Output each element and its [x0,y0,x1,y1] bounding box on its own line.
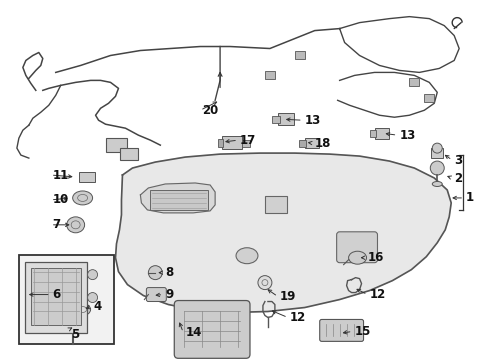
Ellipse shape [66,320,80,328]
Polygon shape [141,183,215,213]
Bar [105,138,127,152]
Text: 8: 8 [165,266,173,279]
Ellipse shape [348,251,367,264]
Text: 10: 10 [53,193,69,206]
Polygon shape [116,153,451,312]
Bar [431,148,443,158]
Circle shape [430,161,444,175]
Bar [409,78,419,86]
FancyBboxPatch shape [337,232,377,263]
Ellipse shape [74,303,91,315]
Text: 12: 12 [290,311,306,324]
Text: 5: 5 [71,328,79,341]
Circle shape [88,293,98,302]
Text: 20: 20 [202,104,219,117]
Bar [265,196,287,213]
Text: 14: 14 [185,326,201,339]
Bar [424,94,434,102]
Text: 3: 3 [454,154,462,167]
Text: 7: 7 [53,218,61,231]
Circle shape [258,276,272,289]
Circle shape [148,266,162,280]
Bar [150,190,208,210]
Ellipse shape [432,181,442,186]
Text: 12: 12 [369,288,386,301]
Ellipse shape [67,217,85,233]
Bar [19,255,114,345]
Text: 13: 13 [305,114,321,127]
Text: 2: 2 [454,171,462,185]
Bar [272,116,280,123]
Bar [369,130,376,137]
FancyBboxPatch shape [319,319,364,341]
Bar [218,139,223,147]
Text: 17: 17 [240,134,256,147]
Bar [121,148,138,160]
Ellipse shape [73,191,93,205]
Text: 15: 15 [355,325,371,338]
Bar [278,113,294,125]
FancyBboxPatch shape [147,288,166,302]
Bar [222,136,242,149]
Text: 13: 13 [399,129,416,142]
Bar [375,128,390,139]
Bar [242,140,250,147]
Text: 19: 19 [280,290,296,303]
Text: 6: 6 [53,288,61,301]
Bar [25,262,87,333]
Text: 11: 11 [53,168,69,181]
Bar [295,51,305,59]
Circle shape [88,270,98,280]
Bar [305,138,318,148]
Circle shape [432,143,442,153]
FancyBboxPatch shape [174,301,250,358]
Bar [265,71,275,80]
Bar [299,140,306,147]
Bar [31,268,81,325]
Text: 16: 16 [368,251,384,264]
Text: 18: 18 [315,137,331,150]
Text: 9: 9 [165,288,173,301]
Bar [78,172,95,182]
Ellipse shape [236,248,258,264]
Text: 4: 4 [94,300,102,313]
Text: 1: 1 [466,192,474,204]
